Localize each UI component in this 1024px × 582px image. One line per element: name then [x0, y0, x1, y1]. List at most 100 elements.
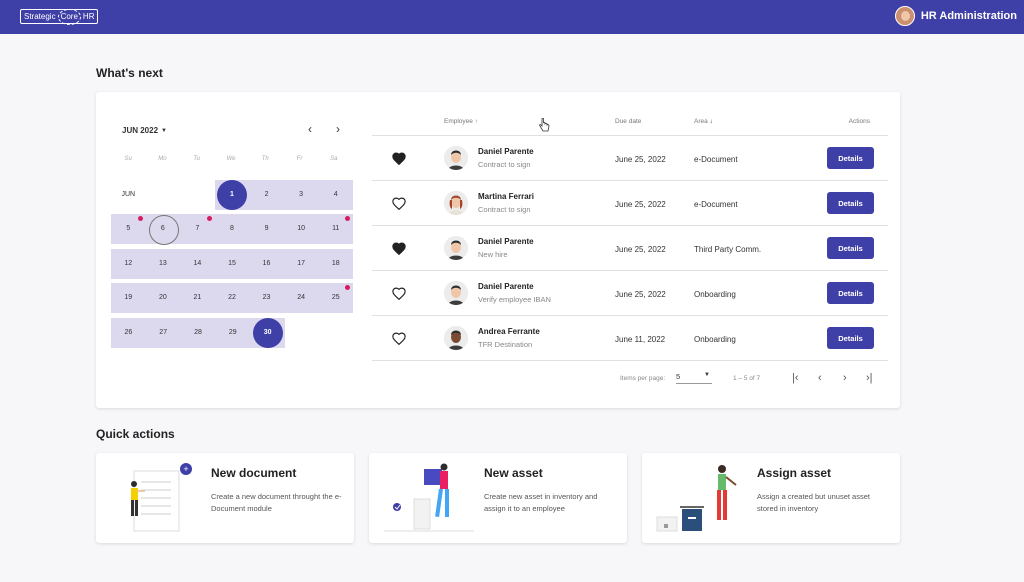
- details-button[interactable]: Details: [827, 237, 874, 259]
- employee-name: Daniel Parente: [478, 282, 534, 291]
- calendar-day-13[interactable]: 13: [158, 260, 167, 267]
- calendar-day-20[interactable]: 20: [158, 294, 167, 301]
- items-per-page-select[interactable]: 5 ▼: [676, 372, 712, 384]
- calendar-weekdays: Su Mo Tu We Th Fr Sa: [111, 156, 351, 162]
- calendar-day-2[interactable]: 2: [264, 191, 269, 198]
- tasks-table: Employee ↑ Due date Area ↓ Actions Danie…: [372, 106, 888, 361]
- user-name: HR Administration: [920, 10, 1017, 22]
- calendar-day-3[interactable]: 3: [299, 191, 304, 198]
- items-per-page-label: Items per page:: [620, 375, 666, 382]
- header-area[interactable]: Area ↓: [694, 118, 713, 125]
- header-employee[interactable]: Employee ↑: [444, 118, 478, 125]
- arrow-down-icon: ↓: [709, 118, 713, 125]
- calendar-day-12[interactable]: 12: [124, 260, 133, 267]
- calendar-day-14[interactable]: 14: [193, 260, 202, 267]
- calendar-empty-cell: [145, 180, 181, 210]
- header-due-date[interactable]: Due date: [615, 118, 642, 125]
- due-date: June 25, 2022: [615, 290, 666, 299]
- area: Onboarding: [694, 335, 736, 344]
- arrow-up-icon: ↑: [474, 118, 478, 125]
- quick-action-title: New asset: [484, 466, 543, 480]
- calendar-day-22[interactable]: 22: [228, 294, 236, 301]
- quick-action-description: Create a new document throught the e-Doc…: [211, 492, 342, 513]
- calendar-day-25[interactable]: 25: [318, 283, 353, 313]
- details-button[interactable]: Details: [827, 192, 874, 214]
- employee-name: Daniel Parente: [478, 237, 534, 246]
- calendar-day-11[interactable]: 11: [318, 214, 353, 244]
- calendar-day-8[interactable]: 8: [230, 225, 234, 232]
- quick-action-new-asset[interactable]: New asset Create new asset in inventory …: [369, 453, 627, 543]
- due-date: June 25, 2022: [615, 155, 666, 164]
- quick-action-new-document[interactable]: + New document Create a new document thr…: [96, 453, 354, 543]
- calendar-day-27[interactable]: 27: [159, 329, 168, 336]
- weekday-label: Tu: [193, 156, 200, 162]
- employee-avatar: [444, 191, 468, 215]
- calendar-week-row: 12 13 14 15 16 17 18: [111, 249, 353, 279]
- calendar-day-5[interactable]: 5: [111, 214, 146, 244]
- svg-text:+: +: [183, 464, 188, 474]
- calendar-day-30[interactable]: 30: [250, 318, 285, 348]
- heart-filled-icon[interactable]: [392, 242, 406, 256]
- table-header: Employee ↑ Due date Area ↓ Actions: [372, 106, 888, 136]
- calendar-day-18[interactable]: 18: [331, 260, 340, 267]
- due-date: June 25, 2022: [615, 200, 666, 209]
- prev-page-button[interactable]: ‹: [818, 372, 822, 384]
- calendar-day-15[interactable]: 15: [228, 260, 236, 267]
- calendar-month-select[interactable]: JUN 2022 ▼: [122, 126, 167, 135]
- calendar-day-16[interactable]: 16: [262, 260, 271, 267]
- assign-asset-illustration-icon: [656, 465, 737, 532]
- heart-outline-icon[interactable]: [392, 332, 406, 346]
- last-page-button[interactable]: ›|: [866, 372, 873, 384]
- due-date: June 25, 2022: [615, 245, 666, 254]
- due-date: June 11, 2022: [615, 335, 666, 344]
- details-button[interactable]: Details: [827, 327, 874, 349]
- heart-outline-icon[interactable]: [392, 287, 406, 301]
- weekday-label: Sa: [330, 156, 338, 162]
- app-logo[interactable]: Strategic Core HR: [20, 8, 99, 25]
- calendar-day-28[interactable]: 28: [194, 329, 202, 336]
- calendar-month-label: JUN 2022: [122, 126, 159, 135]
- calendar-day-21[interactable]: 21: [193, 294, 202, 301]
- logo-text-left: Strategic: [24, 12, 56, 21]
- calendar-day-4[interactable]: 4: [333, 191, 338, 198]
- calendar-day-9[interactable]: 9: [264, 225, 269, 232]
- heart-filled-icon[interactable]: [392, 152, 406, 166]
- calendar-day-17[interactable]: 17: [297, 260, 306, 267]
- logo-text-core: Core: [57, 8, 81, 25]
- calendar-prev-button[interactable]: ‹: [308, 122, 312, 136]
- quick-action-assign-asset[interactable]: Assign asset Assign a created but unuset…: [642, 453, 900, 543]
- employee-task: Verify employee IBAN: [478, 295, 551, 304]
- calendar-next-button[interactable]: ›: [336, 122, 340, 136]
- calendar-day-1[interactable]: 1: [215, 180, 250, 210]
- calendar-month-short: JUN: [111, 180, 146, 210]
- quick-action-title: New document: [211, 466, 297, 480]
- employee-avatar: [444, 281, 468, 305]
- table-row: Daniel Parente Verify employee IBAN June…: [372, 271, 888, 316]
- details-button[interactable]: Details: [827, 282, 874, 304]
- employee-task: Contract to sign: [478, 205, 531, 214]
- calendar-day-10[interactable]: 10: [297, 225, 306, 232]
- user-menu[interactable]: HR Administration: [894, 6, 1017, 26]
- heart-outline-icon[interactable]: [392, 197, 406, 211]
- calendar-day-24[interactable]: 24: [297, 294, 306, 301]
- employee-name: Martina Ferrari: [478, 192, 535, 201]
- next-page-button[interactable]: ›: [843, 372, 847, 384]
- calendar-day-19[interactable]: 19: [124, 294, 133, 301]
- table-row: Andrea Ferrante TFR Destination June 11,…: [372, 316, 888, 361]
- calendar-week-row: 5 6 7 8 9 10 11: [111, 214, 353, 245]
- weekday-label: Su: [124, 156, 132, 162]
- calendar-day-6[interactable]: 6: [146, 214, 181, 245]
- document-illustration-icon: +: [131, 463, 192, 532]
- table-row: Martina Ferrari Contract to sign June 25…: [372, 181, 888, 226]
- calendar-day-29[interactable]: 29: [228, 329, 237, 336]
- table-row: Daniel Parente New hire June 25, 2022 Th…: [372, 226, 888, 271]
- first-page-button[interactable]: |‹: [792, 372, 799, 384]
- details-button[interactable]: Details: [827, 147, 874, 169]
- weekday-label: Mo: [158, 156, 167, 162]
- hand-cursor-icon: [539, 118, 550, 132]
- user-avatar: [894, 6, 915, 26]
- calendar-day-23[interactable]: 23: [262, 294, 271, 301]
- employee-avatar: [444, 236, 468, 260]
- calendar-day-26[interactable]: 26: [124, 329, 133, 336]
- calendar-day-7[interactable]: 7: [180, 214, 215, 244]
